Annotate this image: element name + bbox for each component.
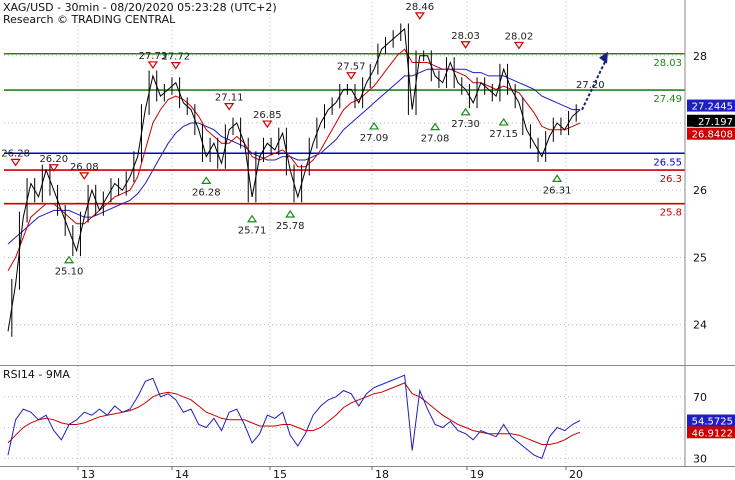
price-tag-ma-text: 27.2445 (692, 102, 733, 113)
ma-fast-line (7, 48, 581, 272)
swing-high-marker (513, 41, 525, 50)
swing-high-marker (48, 164, 59, 172)
level-label: 26.55 (653, 157, 682, 168)
swing-low-label: 26.31 (543, 185, 572, 196)
price-tag-ma (687, 99, 735, 112)
swing-high-marker (460, 41, 471, 49)
price-tag-ma2 (687, 127, 735, 140)
swing-high-label: 28.03 (451, 31, 480, 42)
x-tick-label: 15 (273, 468, 287, 480)
swing-high-marker (262, 120, 273, 129)
swing-high-label: 27.11 (215, 93, 244, 104)
grid (4, 2, 685, 466)
swing-high-marker (224, 103, 235, 111)
forecast-arrow-line (581, 61, 606, 111)
swing-low-marker (460, 107, 471, 116)
x-tick-label: 13 (81, 468, 95, 480)
rsi-title: RSI14 - 9MA (3, 368, 70, 381)
swing-high-label: 26.85 (253, 110, 282, 121)
swing-high-marker (10, 158, 21, 167)
swing-low-marker (498, 117, 509, 126)
swing-low-label: 25.71 (238, 226, 267, 237)
ma-slow-line (7, 68, 580, 245)
swing-high-label: 27.73 (139, 51, 168, 62)
chart-title: XAG/USD - 30min - 08/20/2020 05:23:28 (U… (3, 1, 277, 14)
swing-high-marker (346, 72, 357, 80)
swing-high-label: 26.28 (1, 148, 30, 159)
swing-high-marker (170, 62, 181, 70)
swing-low-label: 27.08 (421, 134, 450, 145)
swing-high-label: 28.46 (406, 2, 435, 13)
swing-low-marker (63, 255, 75, 264)
level-label: 26.3 (660, 174, 682, 185)
swing-low-label: 27.15 (489, 129, 518, 140)
y-tick-label: 28 (693, 50, 707, 63)
price-tag-last (687, 114, 735, 127)
swing-high-label: 28.02 (505, 31, 534, 42)
x-tick-label: 20 (569, 468, 583, 480)
swing-low-label: 27.09 (360, 133, 389, 144)
level-label: 28.03 (653, 58, 682, 69)
swing-low-marker (551, 174, 563, 182)
swing-low-label: 25.10 (55, 267, 84, 278)
forecast-label: 27.20 (576, 80, 605, 91)
level-lines: 28.03 27.49 26.55 26.3 25.8 (4, 52, 685, 219)
swing-low-marker (285, 209, 296, 218)
y-tick-label: 24 (693, 319, 707, 332)
price-line (7, 27, 581, 332)
swing-high-marker (79, 172, 90, 180)
swing-high-marker (414, 12, 425, 20)
level-label: 25.8 (660, 208, 682, 219)
rsi-tag-1-text: 46.9122 (692, 428, 733, 439)
y-tick-label: 26 (693, 184, 707, 197)
rsi-tag-1 (687, 426, 735, 439)
swing-low-label: 26.28 (192, 187, 221, 198)
forecast-arrow-head (599, 51, 608, 64)
x-tick-label: 19 (470, 468, 484, 480)
x-tick-label: 14 (175, 468, 189, 480)
price-tag-ma2-text: 26.8408 (692, 130, 733, 141)
rsi-y-tick-label: 30 (693, 452, 707, 465)
swing-high-label: 26.08 (70, 162, 99, 173)
rsi-ma-line (7, 382, 581, 445)
level-label: 27.49 (653, 94, 682, 105)
swing-high-label: 26.20 (39, 154, 68, 165)
swing-low-label: 27.30 (451, 119, 480, 130)
swing-high-label: 27.72 (161, 52, 190, 63)
chart-source: Research © TRADING CENTRAL (3, 13, 176, 26)
rsi-tag-0-text: 54.5725 (692, 417, 733, 428)
x-tick-label: 18 (375, 468, 389, 480)
swing-low-marker (201, 176, 212, 184)
swing-low-label: 25.78 (276, 221, 305, 232)
rsi-line (7, 374, 581, 459)
series (7, 23, 581, 459)
rsi-tag-0 (687, 414, 735, 427)
swing-high-label: 27.57 (337, 62, 366, 73)
y-tick-label: 25 (693, 251, 707, 264)
rsi-y-tick-label: 70 (693, 391, 707, 404)
swing-low-marker (368, 121, 380, 130)
price-tag-last-text: 27.197 (698, 117, 733, 128)
swing-low-marker (246, 214, 258, 223)
swing-high-marker (147, 61, 159, 70)
swing-low-marker (429, 122, 441, 131)
